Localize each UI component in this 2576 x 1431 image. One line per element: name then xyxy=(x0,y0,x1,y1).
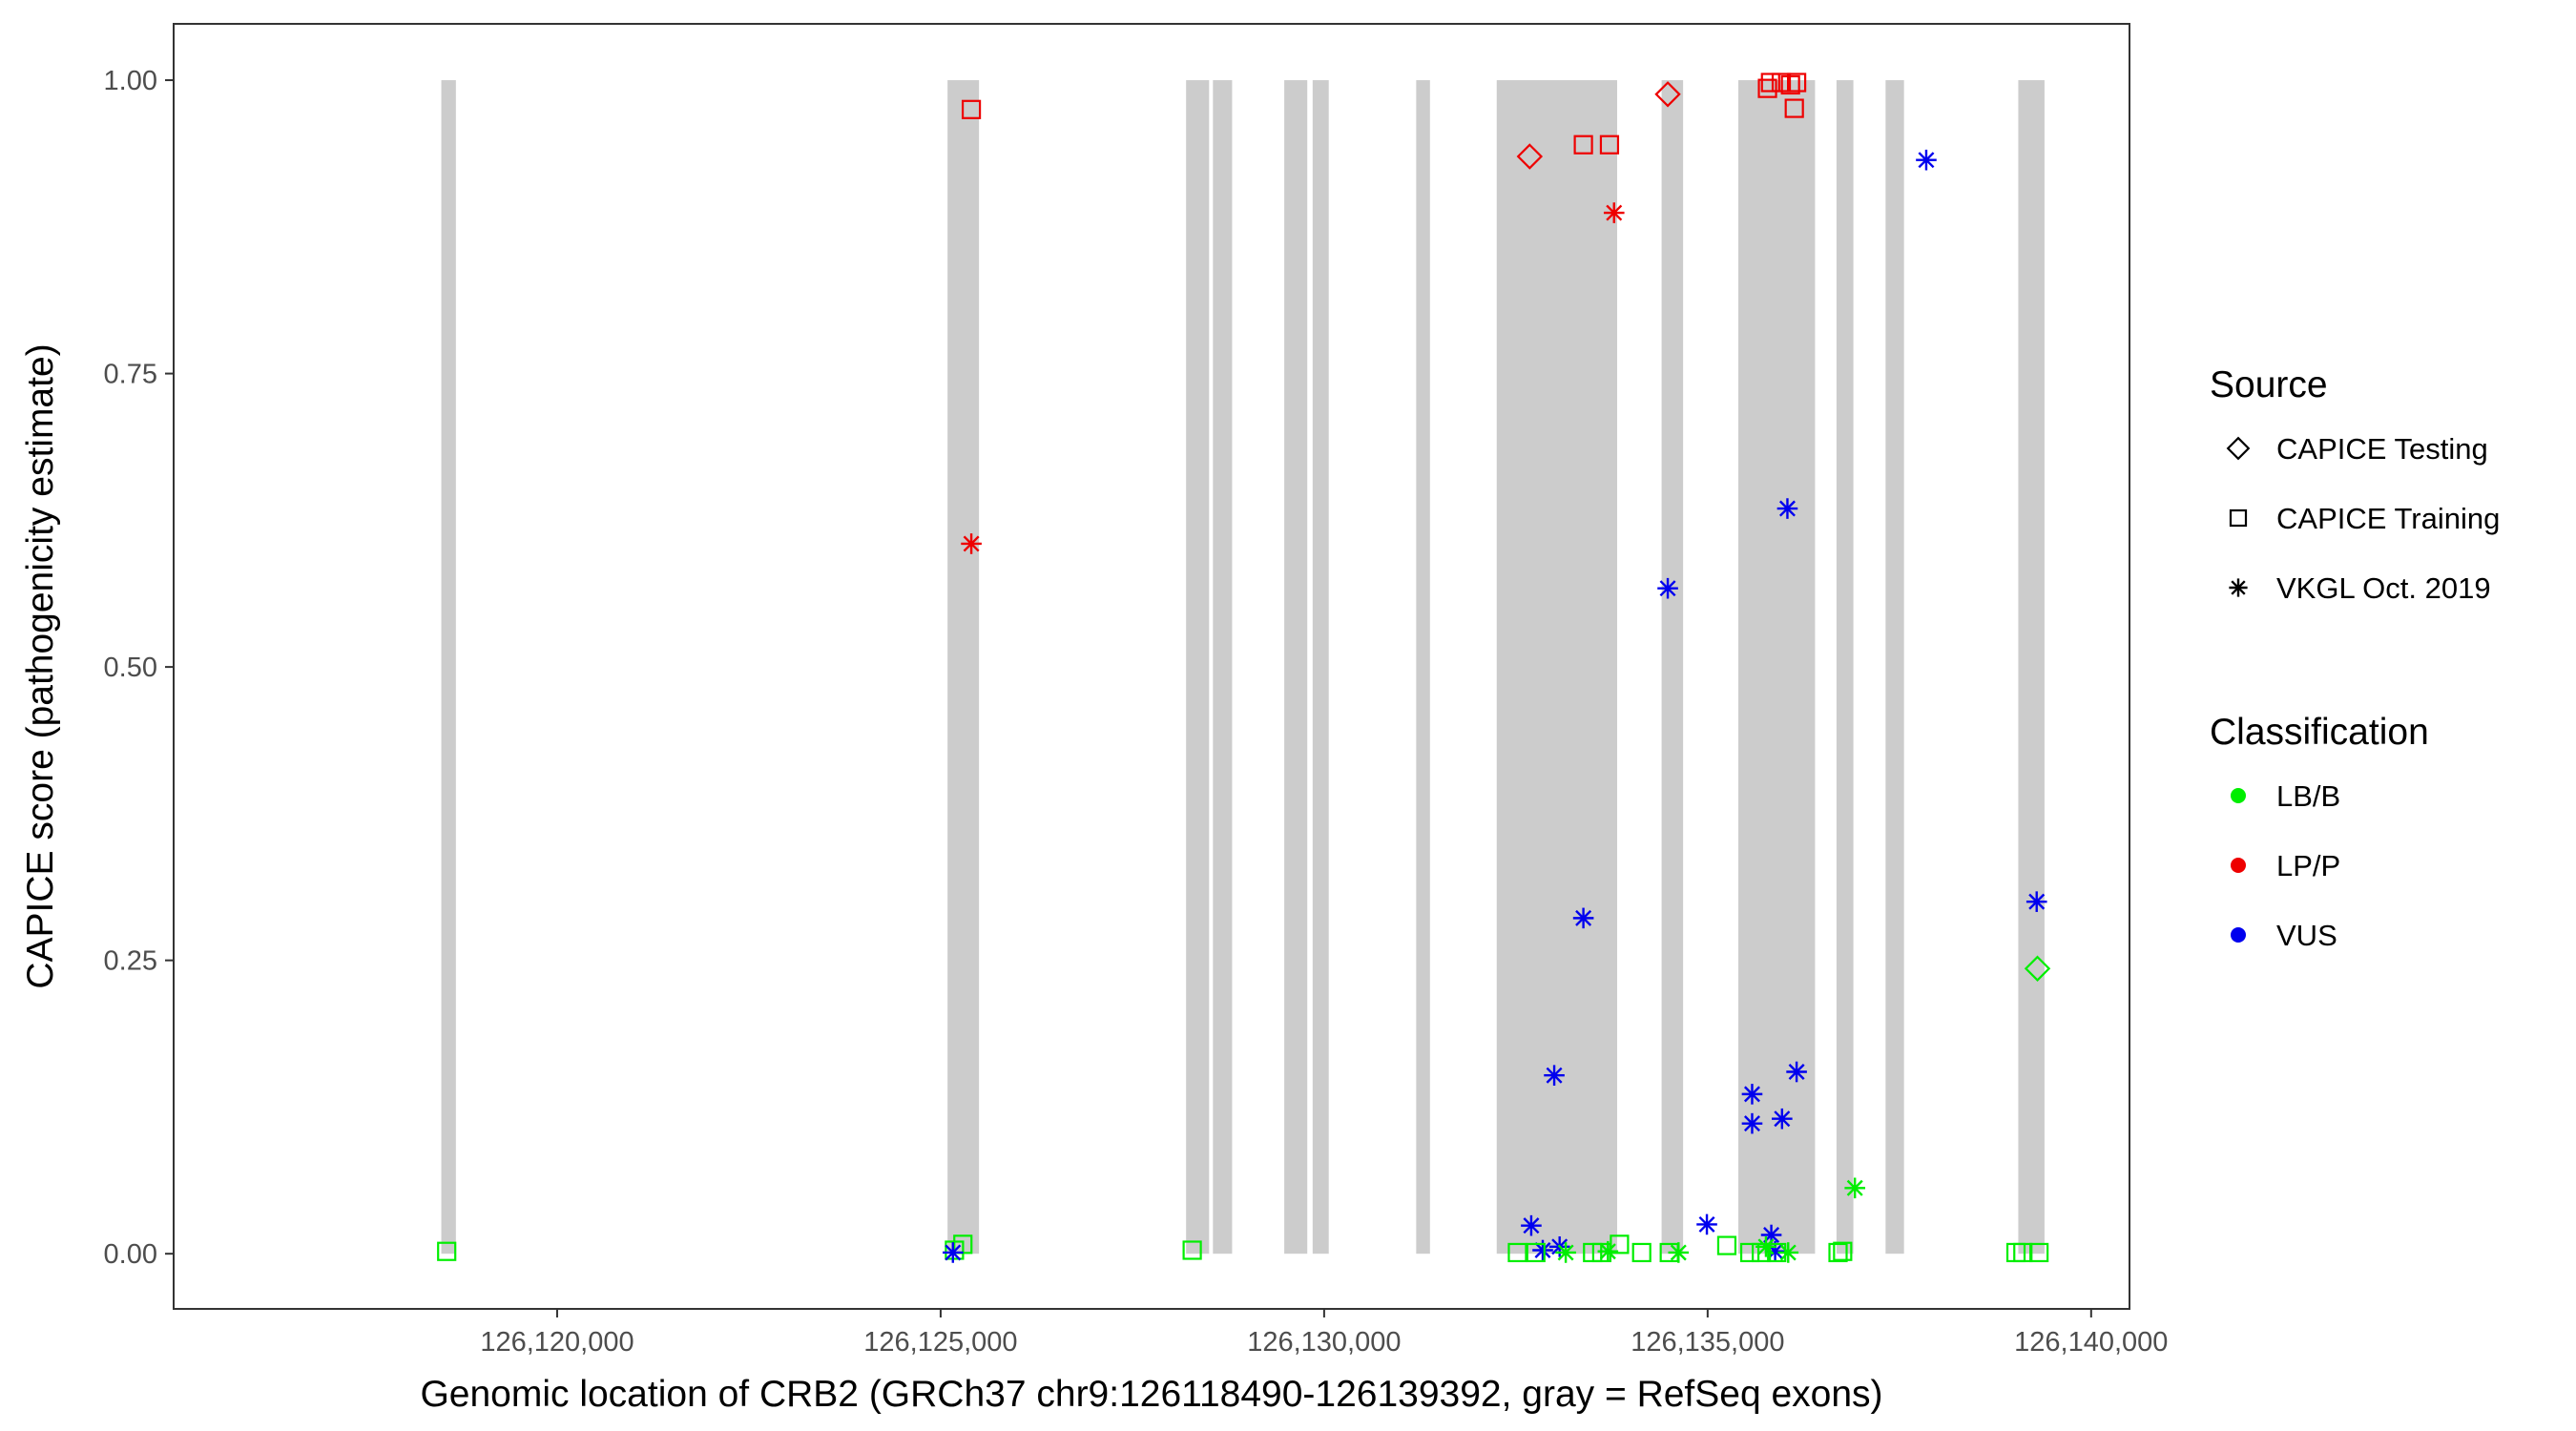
data-point xyxy=(1182,1240,1202,1260)
data-point xyxy=(1777,1242,1799,1263)
data-point xyxy=(1772,1108,1793,1130)
data-point xyxy=(1776,498,1798,519)
data-point xyxy=(942,1242,964,1263)
data-point xyxy=(1573,135,1593,155)
legend-class-label: VUS xyxy=(2276,919,2337,952)
legend-source-item: VKGL Oct. 2019 xyxy=(2229,571,2491,605)
data-point xyxy=(1544,1065,1565,1087)
data-point xyxy=(1516,143,1544,170)
data-point xyxy=(1696,1213,1717,1235)
legend-class-label: LP/P xyxy=(2276,849,2340,882)
data-point xyxy=(961,533,982,554)
exon-band xyxy=(1885,80,1904,1255)
exon-bands xyxy=(441,80,2045,1255)
legend-key xyxy=(2229,508,2248,528)
y-tick-label: 0.50 xyxy=(104,653,157,683)
data-point xyxy=(1916,149,1937,171)
data-point xyxy=(1657,577,1678,599)
legend-source-item: CAPICE Testing xyxy=(2226,432,2488,466)
legend-class-label: LB/B xyxy=(2276,779,2340,813)
data-point xyxy=(1752,1242,1772,1263)
legend-class-item: VUS xyxy=(2231,919,2337,952)
legend-classification-title: Classification xyxy=(2210,712,2429,753)
y-axis-title: CAPICE score (pathogenicity estimate) xyxy=(20,343,61,988)
data-points xyxy=(437,73,2051,1263)
y-axis: 0.00 0.25 0.50 0.75 1.00 xyxy=(104,66,174,1270)
legend-key xyxy=(2231,858,2246,873)
exon-band xyxy=(441,80,456,1255)
data-point xyxy=(1757,78,1777,98)
exon-band xyxy=(1213,80,1233,1255)
x-axis: 126,120,000 126,125,000 126,130,000 126,135… xyxy=(480,1309,2168,1358)
data-point xyxy=(1507,1242,1527,1263)
exon-band xyxy=(1284,80,1308,1255)
data-point xyxy=(2024,955,2051,982)
data-point xyxy=(1555,1242,1576,1263)
x-tick-label: 126,125,000 xyxy=(863,1327,1017,1358)
legend-source-label: CAPICE Testing xyxy=(2276,432,2488,466)
legend-source-item: CAPICE Training xyxy=(2229,502,2500,535)
legend-classification-items: LB/B LP/P VUS xyxy=(2231,779,2340,952)
data-point xyxy=(1786,73,1807,93)
data-point xyxy=(2013,1242,2033,1263)
data-point xyxy=(1716,1235,1737,1255)
data-point xyxy=(1610,1234,1630,1255)
legend-source-title: Source xyxy=(2210,364,2328,405)
exon-band xyxy=(1496,80,1617,1255)
data-point xyxy=(1741,1084,1763,1105)
y-tick-label: 0.75 xyxy=(104,360,157,390)
x-tick-label: 126,140,000 xyxy=(2014,1327,2168,1358)
y-tick-label: 0.25 xyxy=(104,946,157,977)
data-point xyxy=(1786,1061,1807,1083)
legend-key xyxy=(2229,578,2248,597)
exon-band xyxy=(1661,80,1684,1255)
data-point xyxy=(961,99,982,119)
data-point xyxy=(1844,1177,1865,1199)
data-point xyxy=(1597,1240,1619,1262)
data-point xyxy=(1741,1112,1763,1134)
data-point xyxy=(437,1241,457,1261)
data-point xyxy=(1784,98,1804,118)
exon-band xyxy=(947,80,980,1255)
legend-key xyxy=(2226,436,2251,461)
y-tick-label: 1.00 xyxy=(104,66,157,96)
legend-source-label: VKGL Oct. 2019 xyxy=(2276,571,2491,605)
data-point xyxy=(2025,891,2047,912)
exon-band xyxy=(2018,80,2045,1255)
x-axis-title: Genomic location of CRB2 (GRCh37 chr9:12… xyxy=(420,1374,1882,1415)
legend: Source Classification CAPICE TestingCAPI… xyxy=(2210,364,2500,952)
data-point xyxy=(2029,1242,2049,1263)
exon-band xyxy=(1416,80,1430,1255)
legend-class-item: LP/P xyxy=(2231,849,2340,882)
data-point xyxy=(1755,1236,1776,1257)
x-tick-label: 126,130,000 xyxy=(1247,1327,1401,1358)
legend-source-label: CAPICE Training xyxy=(2276,502,2500,535)
data-point xyxy=(1521,1214,1542,1236)
legend-class-item: LB/B xyxy=(2231,779,2340,813)
exon-band xyxy=(1738,80,1816,1255)
data-point xyxy=(1603,202,1625,223)
data-point xyxy=(1739,1242,1760,1263)
x-tick-label: 126,120,000 xyxy=(480,1327,634,1358)
legend-key xyxy=(2231,788,2246,803)
y-tick-label: 0.00 xyxy=(104,1239,157,1270)
data-point xyxy=(1833,1241,1853,1261)
exon-band xyxy=(1186,80,1210,1255)
data-point xyxy=(1668,1242,1690,1263)
data-point xyxy=(1599,135,1620,155)
data-point xyxy=(1654,81,1681,108)
data-point xyxy=(1780,74,1800,95)
legend-source-items: CAPICE Testing CAPICE Training VKGL Oct. 2… xyxy=(2226,432,2500,605)
data-point xyxy=(1760,73,1780,93)
x-tick-label: 126,135,000 xyxy=(1631,1327,1784,1358)
data-point xyxy=(1526,1242,1546,1263)
data-point xyxy=(1631,1242,1652,1263)
data-point xyxy=(1828,1242,1848,1263)
exon-band xyxy=(1836,80,1854,1255)
exon-band xyxy=(1312,80,1329,1255)
legend-key xyxy=(2231,927,2246,943)
data-point xyxy=(1572,907,1594,929)
